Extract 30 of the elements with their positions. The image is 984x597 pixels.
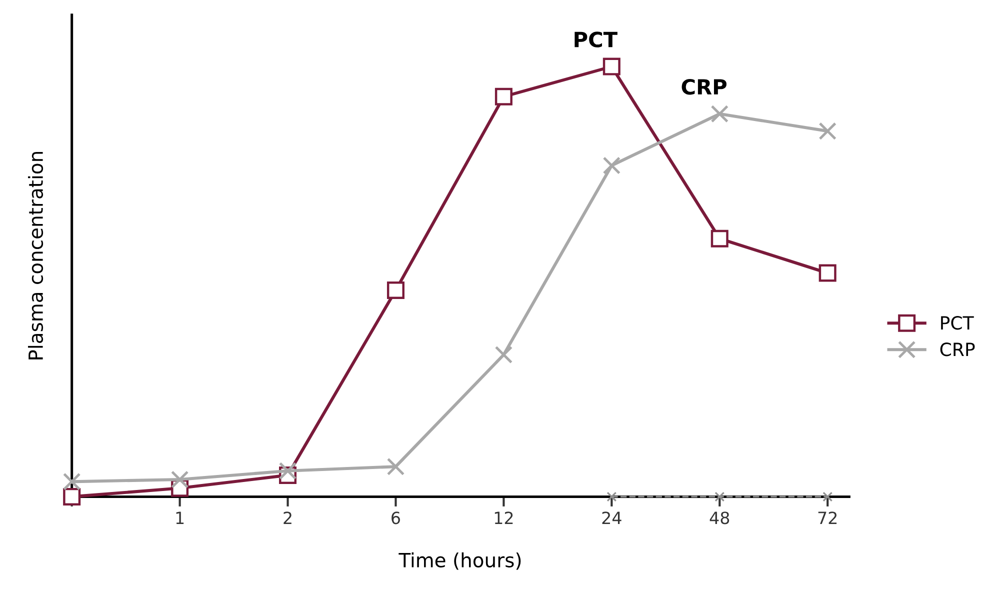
point [714,492,725,502]
point [818,122,836,140]
point [822,492,833,502]
point [710,230,728,248]
point [63,488,81,506]
x-tick-label: 2 [284,512,292,524]
legend-label: PCT [941,316,974,330]
annotation: CRP [682,78,726,95]
point [710,104,729,123]
x-tick-label: 1 [176,512,184,524]
point [386,281,404,299]
annotation: PCT [574,32,618,48]
x-tick-label: 12 [494,512,513,524]
point [602,58,620,76]
x-tick-label: 72 [818,512,837,524]
point [278,462,297,480]
point [386,458,405,476]
x-tick-label: 48 [710,512,730,524]
point [170,470,189,488]
legend-label: CRP [940,342,975,356]
x-axis-title: Time (hours) [398,552,521,570]
point [606,492,617,502]
point [62,472,81,491]
point [494,88,512,106]
x-tick-label: 24 [602,512,622,524]
y-axis-title: Plasma concentration [28,152,44,360]
point [818,264,836,282]
x-tick-label: 6 [392,512,400,524]
point [494,346,513,364]
point [602,156,621,174]
